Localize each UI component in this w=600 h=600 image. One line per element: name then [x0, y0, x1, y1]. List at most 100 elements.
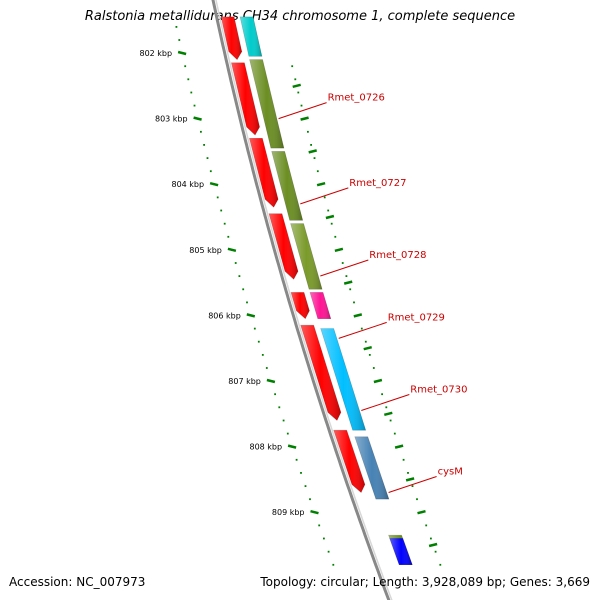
outer-scale-dot: [353, 301, 355, 304]
scale-dot: [327, 550, 330, 553]
forward-gene[interactable]: [389, 538, 413, 565]
gene-shading: [310, 292, 331, 319]
scale-dot: [309, 498, 311, 501]
outer-scale-dot: [434, 550, 437, 553]
kbp-scale: 802 kbp 803 kbp 804 kbp 805 kbp 806 kbp 807 k…: [139, 26, 442, 566]
outer-scale-dot: [323, 196, 326, 199]
outer-tick: [292, 83, 302, 89]
gene-shading: [249, 59, 284, 149]
outer-scale-dot: [411, 485, 414, 487]
gene-label-leader: [361, 394, 410, 411]
gene-shading: [249, 138, 279, 208]
kbp-tick-label: 808 kbp: [249, 443, 282, 452]
reverse-gene[interactable]: [290, 292, 310, 320]
outer-scale-dot: [330, 222, 333, 225]
outer-scale-dot: [416, 498, 418, 501]
gene-label[interactable]: Rmet_0726: [328, 93, 385, 104]
outer-scale-dot: [393, 432, 396, 435]
scale-dot: [216, 196, 219, 199]
outer-scale-dot: [407, 472, 409, 474]
reverse-gene[interactable]: [333, 429, 366, 493]
gene-shading: [269, 213, 298, 280]
kbp-tick-label: 804 kbp: [171, 180, 204, 189]
gene-label[interactable]: Rmet_0728: [369, 250, 426, 261]
scale-dot: [238, 275, 241, 277]
gene-shading: [300, 325, 341, 421]
kbp-tick-label: 805 kbp: [189, 246, 222, 255]
scale-dot: [265, 367, 268, 369]
outer-scale-dot: [341, 262, 344, 264]
scale-dot: [246, 301, 248, 304]
gene-labels: Rmet_0726 Rmet_0727 Rmet_0728 Rmet_0729 Rmet…: [278, 93, 468, 493]
forward-gene[interactable]: [320, 328, 367, 431]
outer-tick: [325, 214, 335, 220]
reverse-gene[interactable]: [231, 62, 260, 136]
forward-gene[interactable]: [309, 292, 332, 319]
kbp-tick: [209, 181, 219, 187]
outer-scale-dot: [327, 209, 330, 212]
outer-scale-dot: [368, 354, 371, 356]
accession-text: Accession: NC_007973: [9, 575, 146, 589]
outer-scale-dot: [364, 340, 367, 343]
scale-dot: [234, 262, 237, 264]
outer-tick: [417, 509, 426, 515]
reverse-gene[interactable]: [249, 138, 279, 208]
scale-dot: [286, 432, 289, 435]
outer-tick: [300, 116, 309, 121]
scale-dot: [220, 209, 223, 212]
kbp-tick: [266, 378, 276, 384]
forward-gene[interactable]: [354, 436, 390, 500]
scale-dot: [209, 170, 212, 173]
scale-dot: [304, 485, 307, 487]
outer-tick: [308, 149, 318, 154]
outer-tick: [405, 477, 415, 482]
outer-tick: [363, 345, 373, 351]
reverse-gene[interactable]: [268, 213, 299, 280]
outer-scale-dot: [425, 524, 428, 527]
outer-scale-dot: [389, 419, 392, 422]
forward-gene[interactable]: [290, 223, 323, 290]
gene-label[interactable]: Rmet_0727: [349, 178, 406, 189]
gene-label-leader: [338, 321, 387, 339]
outer-scale-dot: [430, 537, 432, 540]
backbone-line: [211, 0, 391, 600]
reverse-gene[interactable]: [300, 324, 342, 421]
reverse-gene[interactable]: [220, 16, 243, 61]
forward-gene[interactable]: [239, 16, 263, 57]
forward-gene[interactable]: [249, 59, 285, 149]
scale-dot: [274, 393, 276, 396]
gene-label-leader: [320, 259, 369, 277]
outer-scale-dot: [402, 458, 405, 461]
kbp-tick: [227, 247, 237, 253]
map-title: Ralstonia metallidurans CH34 chromosome …: [84, 9, 516, 24]
scale-dot: [318, 524, 321, 527]
kbp-tick-label: 807 kbp: [228, 377, 261, 386]
kbp-tick: [246, 313, 256, 318]
outer-scale-dot: [307, 130, 309, 133]
outer-scale-dot: [313, 157, 316, 159]
kbp-tick-label: 802 kbp: [139, 49, 172, 58]
outer-scale-dot: [297, 91, 300, 94]
forward-gene[interactable]: [271, 151, 304, 221]
gene-shading: [320, 328, 366, 431]
gene-label[interactable]: Rmet_0730: [410, 385, 467, 396]
gene-label-leader: [300, 187, 349, 205]
outer-scale-dot: [360, 327, 363, 330]
outer-tick: [334, 247, 344, 253]
scale-dot: [261, 354, 264, 356]
gene-label[interactable]: Rmet_0729: [388, 312, 445, 323]
scale-dot: [282, 419, 285, 422]
kbp-tick: [177, 50, 187, 56]
gene-shading: [291, 292, 310, 319]
outer-scale-dot: [291, 65, 294, 68]
gene-shading: [333, 430, 365, 493]
scale-dot: [300, 472, 302, 474]
scale-dot: [242, 288, 245, 291]
gene-shading: [240, 16, 262, 57]
gene-label[interactable]: cysM: [438, 467, 463, 478]
scale-dot: [223, 222, 226, 225]
scale-dot: [257, 340, 260, 343]
gene-features[interactable]: [220, 16, 413, 565]
kbp-tick-label: 809 kbp: [272, 508, 305, 517]
